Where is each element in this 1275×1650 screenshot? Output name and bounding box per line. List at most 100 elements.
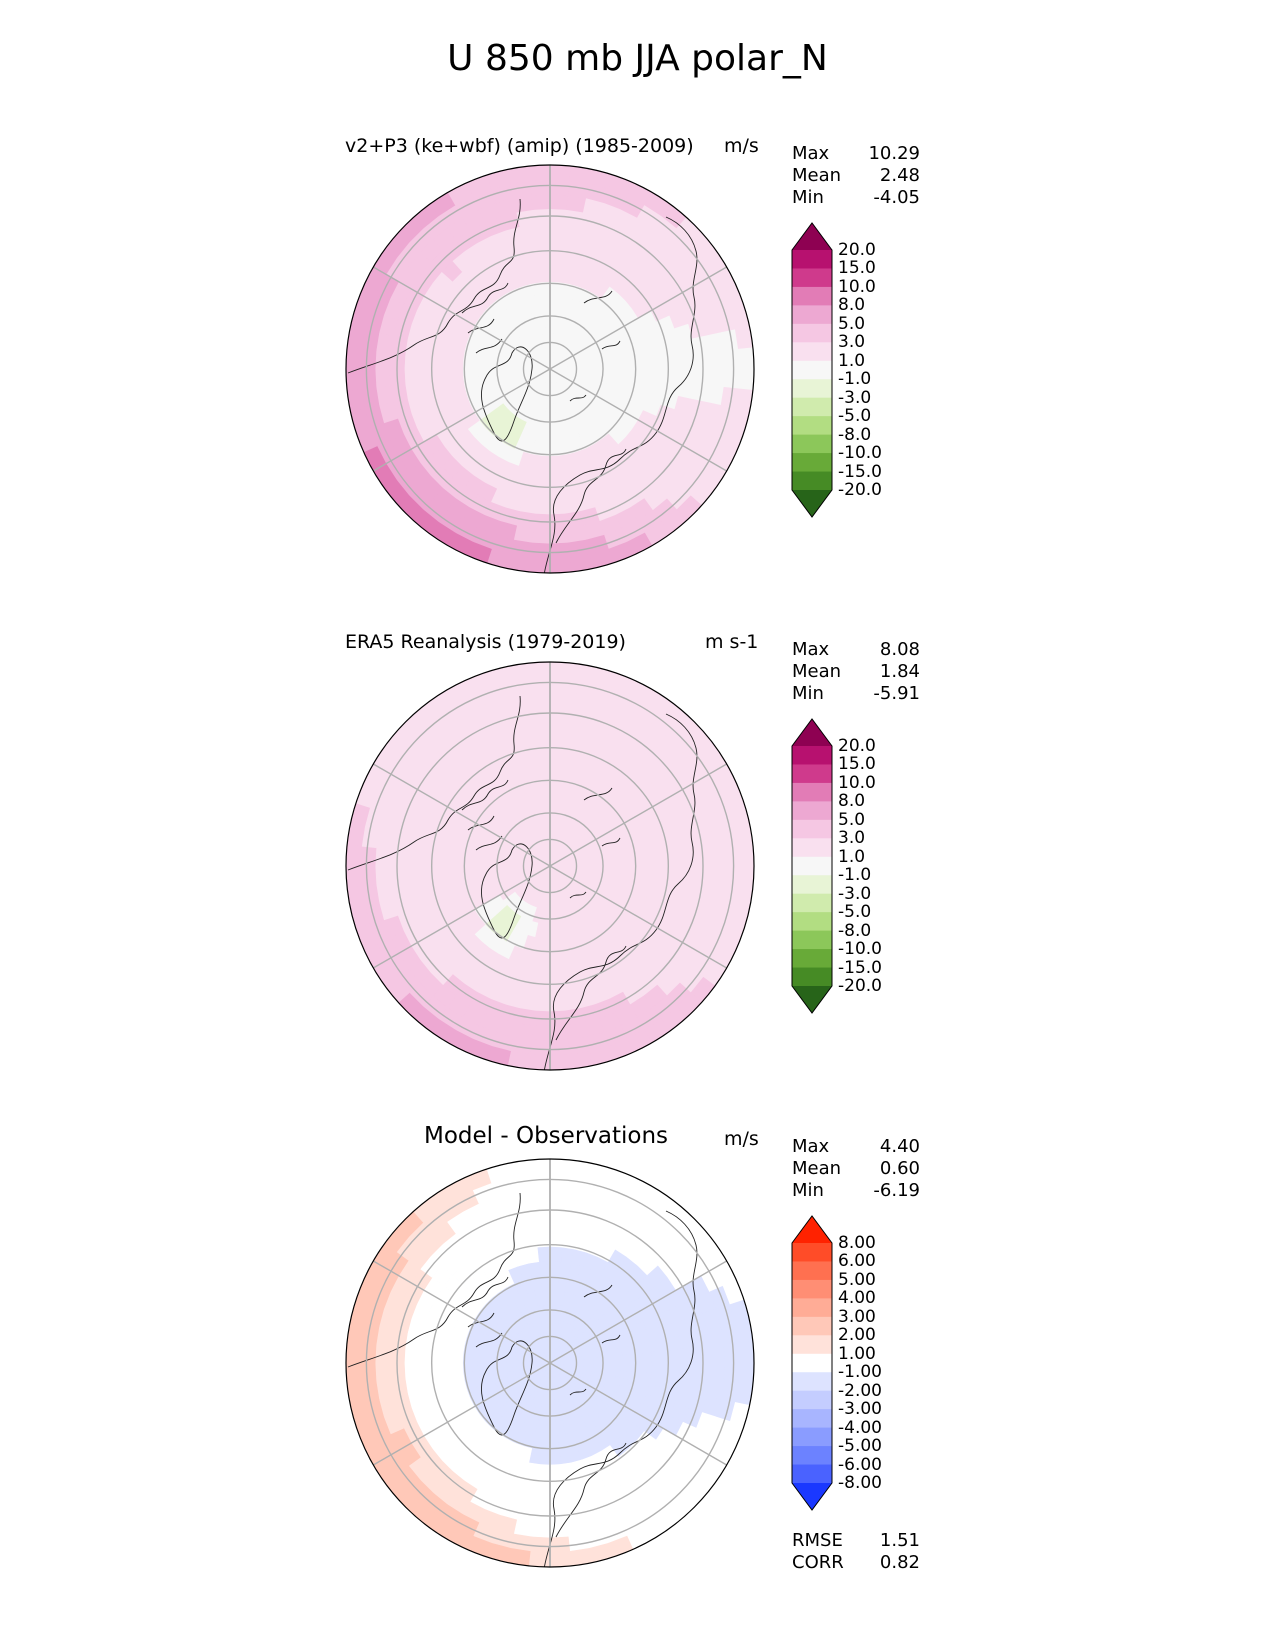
colorbar-extend-max [792, 719, 832, 746]
colorbar-segment [792, 1372, 832, 1392]
coastline-north-america [347, 1192, 521, 1368]
colorbar-tick-label: 1.0 [838, 846, 866, 867]
colorbar-segment [792, 268, 832, 288]
colorbar-segment [792, 801, 832, 821]
contour-cell [403, 368, 420, 385]
contour-cell [531, 1025, 551, 1042]
colorbar-tick-label: 10.0 [838, 276, 876, 297]
colorbar-segment [792, 250, 832, 269]
contour-cell [346, 1341, 362, 1364]
colorbar-tick-label: 8.0 [838, 791, 866, 812]
colorbar-segment [792, 1353, 832, 1373]
contour-cell [549, 1159, 572, 1175]
colorbar-tick-label: -8.0 [838, 424, 872, 445]
contour-cell [529, 179, 551, 196]
colorbar-segment [792, 746, 832, 765]
coastlines [347, 1192, 698, 1567]
colorbar-tick-label: -15.0 [838, 957, 882, 978]
stat-value: -5.91 [873, 683, 920, 704]
contour-cell [549, 1216, 566, 1233]
contour-cell [723, 1362, 740, 1384]
contour-cell [549, 222, 566, 239]
colorbar-tick-label: 15.0 [838, 754, 876, 775]
contour-cell [360, 1362, 377, 1384]
longitude-line [372, 1260, 551, 1364]
map-boundary [345, 164, 755, 574]
contour-cell [636, 1351, 653, 1364]
longitude-line [372, 865, 551, 969]
map-boundary [345, 661, 755, 1071]
colorbar-tick-label: 20.0 [838, 736, 876, 756]
contour-cell [529, 1039, 551, 1056]
contour-cell [433, 1362, 449, 1376]
longitude-line [372, 1362, 551, 1466]
stat-label: CORR [792, 1552, 844, 1573]
stat-value: 8.08 [879, 639, 920, 660]
colorbar-tick-label: -10.0 [838, 443, 882, 464]
contour-cell [549, 426, 558, 443]
stat-value: 4.40 [879, 1136, 920, 1157]
contour-cell [374, 1344, 391, 1364]
colorbar-tick-label: -8.0 [838, 920, 872, 941]
contour-cell [346, 347, 362, 370]
colorbar-segment [792, 1298, 832, 1318]
contour-cell [528, 1054, 551, 1070]
contour-cell [549, 996, 566, 1013]
contour-cell [534, 222, 551, 239]
colorbar-tick-label: 20.0 [838, 240, 876, 260]
contour-cell [709, 1362, 726, 1382]
stat-label: Mean [792, 165, 842, 186]
panel-2-stats: Max 8.08 Mean 1.84 Min -5.91 [792, 639, 920, 705]
colorbar-extend-min [792, 986, 832, 1013]
contour-cell [531, 690, 551, 707]
coastline-eurasia [543, 216, 698, 573]
graticule [365, 662, 735, 1070]
contour-cell [723, 865, 740, 887]
panel-2-polar-map [345, 661, 755, 1071]
contour-cell [549, 165, 572, 181]
coastlines [347, 695, 698, 1070]
colorbar-tick-label: -20.0 [838, 976, 882, 996]
contour-cell [529, 1173, 551, 1190]
contour-cell [709, 1344, 726, 1364]
contour-cell [403, 353, 420, 370]
colorbar-tick-label: -5.00 [838, 1436, 882, 1457]
longitude-line [549, 865, 728, 969]
colorbar-tick-label: -8.00 [838, 1473, 882, 1493]
graticule [365, 1159, 735, 1567]
stat-value: 0.60 [879, 1158, 920, 1179]
contour-cell [531, 528, 551, 545]
contour-cell [537, 967, 551, 983]
contour-cell [723, 1342, 740, 1364]
contour-cell [476, 865, 493, 874]
figure-title: U 850 mb JJA polar_N [447, 38, 828, 79]
contour-cell [549, 923, 558, 940]
contour-cell [528, 557, 551, 573]
panel-3-stats: Max 4.40 Mean 0.60 Min -6.19 [792, 1136, 920, 1202]
contour-cell [542, 295, 551, 312]
stat-value: 0.82 [879, 1552, 920, 1573]
contour-cell [723, 845, 740, 867]
contour-cell [519, 223, 537, 242]
contour-cell [549, 1039, 571, 1056]
colorbar-segment [792, 1261, 832, 1281]
coastline-scandinavia [555, 945, 627, 1041]
contour-cell [563, 496, 581, 515]
colorbar-segment [792, 397, 832, 417]
stat-label: Mean [792, 661, 842, 682]
contour-cell [374, 865, 391, 885]
colorbar-segment [792, 1279, 832, 1299]
contour-cell [531, 1187, 551, 1204]
contour-cell [528, 1159, 551, 1175]
colorbar-segment [792, 453, 832, 473]
colorbar-tick-label: -15.0 [838, 461, 882, 482]
contour-cell [476, 368, 493, 377]
colorbar-tick-label: -6.00 [838, 1454, 882, 1475]
contour-cell [519, 720, 537, 739]
contour-cell [476, 1362, 493, 1371]
colorbar-tick-label: -5.0 [838, 902, 872, 923]
coastline-eurasia [543, 713, 698, 1070]
contour-cell [549, 690, 569, 707]
contour-cell [360, 865, 377, 887]
contour-cell [360, 368, 377, 390]
